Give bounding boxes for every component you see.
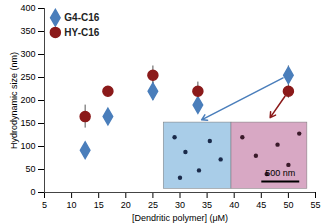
svg-text:15: 15 xyxy=(94,200,104,210)
svg-text:55: 55 xyxy=(310,200,320,210)
svg-text:G4-C16: G4-C16 xyxy=(64,12,99,23)
svg-text:20: 20 xyxy=(121,200,131,210)
svg-text:[Dendritic polymer] (μM): [Dendritic polymer] (μM) xyxy=(132,213,228,223)
svg-text:45: 45 xyxy=(256,200,266,210)
svg-text:HY-C16: HY-C16 xyxy=(64,27,99,38)
svg-text:25: 25 xyxy=(148,200,158,210)
svg-text:10: 10 xyxy=(67,200,77,210)
svg-text:100: 100 xyxy=(20,141,35,151)
svg-text:400: 400 xyxy=(20,3,35,13)
svg-text:Hydrodynamic size (nm): Hydrodynamic size (nm) xyxy=(9,52,19,149)
svg-text:40: 40 xyxy=(229,200,239,210)
svg-text:0: 0 xyxy=(30,187,35,197)
svg-text:500 nm: 500 nm xyxy=(265,168,295,178)
svg-text:35: 35 xyxy=(202,200,212,210)
svg-text:200: 200 xyxy=(20,95,35,105)
svg-text:5: 5 xyxy=(42,200,47,210)
svg-text:50: 50 xyxy=(25,164,35,174)
svg-text:50: 50 xyxy=(283,200,293,210)
svg-text:300: 300 xyxy=(20,49,35,59)
svg-text:350: 350 xyxy=(20,26,35,36)
svg-text:250: 250 xyxy=(20,72,35,82)
svg-text:30: 30 xyxy=(175,200,185,210)
svg-text:150: 150 xyxy=(20,118,35,128)
